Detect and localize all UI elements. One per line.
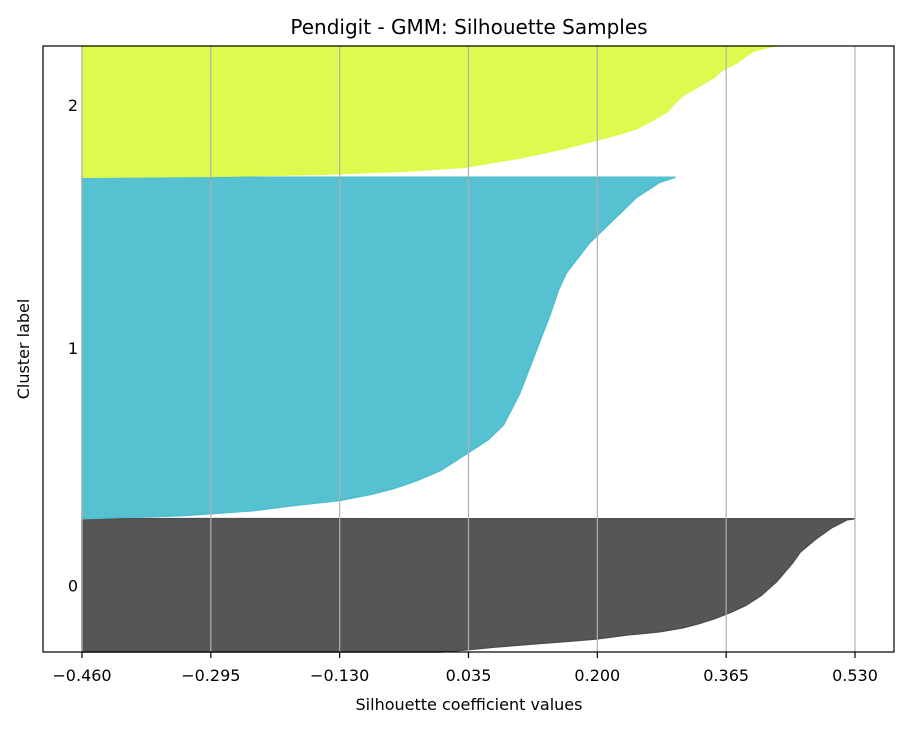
cluster-label-1: 1 (68, 339, 78, 358)
x-tick-label: 0.530 (832, 666, 878, 685)
x-gridlines (81, 46, 856, 652)
cluster-label-0: 0 (68, 576, 78, 595)
x-tick-label: −0.460 (52, 666, 111, 685)
x-tick-label: 0.365 (703, 666, 749, 685)
y-axis-cluster-labels: 0 1 2 (68, 96, 78, 595)
x-axis-label: Silhouette coefficient values (356, 695, 583, 714)
y-axis-label: Cluster label (14, 299, 33, 400)
x-tick-label: −0.295 (181, 666, 240, 685)
cluster-label-2: 2 (68, 96, 78, 115)
cluster-areas (81, 45, 856, 653)
x-tick-label: 0.035 (446, 666, 492, 685)
x-tick-label: −0.130 (310, 666, 369, 685)
cluster-2-area (81, 45, 777, 179)
chart-title: Pendigit - GMM: Silhouette Samples (290, 15, 647, 39)
x-axis-ticks: −0.460 −0.295 −0.130 0.035 0.200 0.365 0.530 (52, 652, 878, 685)
cluster-1-area (81, 176, 676, 520)
x-tick-label: 0.200 (574, 666, 620, 685)
